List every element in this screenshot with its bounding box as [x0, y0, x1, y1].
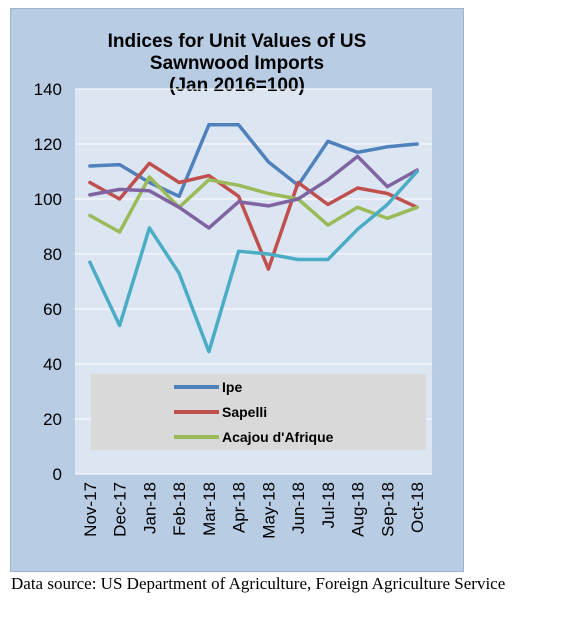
- data-point: [147, 226, 151, 230]
- data-point: [415, 170, 419, 173]
- data-point: [147, 189, 151, 193]
- data-point: [118, 187, 122, 191]
- x-tick-label: Sep-18: [378, 482, 397, 537]
- x-tick-label: May-18: [259, 482, 278, 539]
- legend-label: Acajou d'Afrique: [222, 429, 334, 445]
- data-point: [296, 258, 300, 261]
- data-point: [356, 205, 360, 209]
- data-point: [356, 186, 360, 190]
- series-line-sapelli: [88, 161, 419, 271]
- data-point: [326, 139, 330, 143]
- data-point: [118, 163, 122, 167]
- data-point: [237, 200, 241, 204]
- legend-box: [91, 374, 426, 450]
- data-point: [415, 142, 419, 146]
- data-point: [237, 249, 241, 253]
- data-point: [356, 150, 360, 154]
- data-point: [88, 260, 92, 264]
- data-point: [177, 194, 181, 198]
- data-point: [296, 197, 300, 201]
- x-tick-label: Mar-18: [200, 482, 219, 536]
- data-point: [207, 174, 211, 178]
- data-point: [326, 223, 330, 227]
- y-tick-label: 0: [53, 465, 62, 484]
- data-point: [177, 181, 181, 184]
- data-point: [88, 164, 92, 168]
- data-point: [266, 192, 270, 195]
- data-point: [266, 267, 270, 271]
- data-point: [266, 160, 270, 164]
- x-tick-label: Feb-18: [170, 482, 189, 536]
- x-tick-label: Apr-18: [230, 482, 249, 533]
- x-tick-label: Jan-18: [140, 482, 159, 534]
- x-tick-label: Aug-18: [349, 482, 368, 537]
- chart-title-line: Indices for Unit Values of US: [108, 31, 367, 52]
- series-line-unlabeled-3: [88, 154, 419, 230]
- data-point: [207, 350, 211, 354]
- data-point: [326, 203, 330, 206]
- data-point: [296, 181, 300, 184]
- data-point: [118, 230, 122, 234]
- x-tick-label: Nov-17: [81, 482, 100, 537]
- data-point: [356, 154, 360, 158]
- legend-label: Sapelli: [222, 404, 267, 420]
- chart-title-line: Sawnwood Imports: [150, 53, 324, 74]
- y-tick-label: 120: [34, 135, 62, 154]
- data-point: [237, 123, 241, 127]
- chart-panel: Indices for Unit Values of US Sawnwood Im…: [10, 8, 464, 572]
- source-note: Data source: US Department of Agricultur…: [11, 574, 506, 593]
- data-point: [385, 185, 389, 189]
- data-point: [88, 214, 92, 217]
- data-point: [415, 205, 419, 209]
- x-tick-label: Jul-18: [319, 482, 338, 528]
- data-point: [88, 193, 92, 197]
- data-point: [207, 226, 211, 230]
- data-point: [266, 204, 270, 208]
- chart-title-line: (Jan 2016=100): [169, 75, 305, 96]
- series-line-unlabeled-4: [88, 169, 419, 354]
- data-point: [326, 178, 330, 182]
- data-point: [88, 181, 92, 184]
- data-point: [326, 258, 330, 261]
- data-point: [385, 216, 389, 220]
- data-point: [207, 178, 211, 182]
- y-tick-label: 100: [34, 190, 62, 209]
- y-tick-label: 20: [43, 410, 62, 429]
- series-line-ipe: [88, 123, 419, 199]
- data-point: [385, 203, 389, 206]
- legend-label: Ipe: [222, 379, 242, 395]
- series-line-acajou-d-afrique: [88, 175, 419, 234]
- data-point: [356, 227, 360, 231]
- data-point: [237, 183, 241, 187]
- data-point: [237, 194, 241, 198]
- data-point: [385, 145, 389, 149]
- data-point: [177, 271, 181, 275]
- y-tick-label: 60: [43, 300, 62, 319]
- x-tick-label: Jun-18: [289, 482, 308, 534]
- data-point: [207, 123, 211, 127]
- x-tick-label: Dec-17: [111, 482, 130, 537]
- data-point: [177, 205, 181, 209]
- data-point: [147, 175, 151, 179]
- y-tick-label: 140: [34, 80, 62, 99]
- x-tick-label: Oct-18: [408, 482, 427, 533]
- y-tick-label: 40: [43, 355, 62, 374]
- data-point: [385, 192, 389, 195]
- data-point: [266, 252, 270, 256]
- data-point: [147, 161, 151, 165]
- data-point: [118, 197, 122, 201]
- data-point: [118, 324, 122, 327]
- y-tick-label: 80: [43, 245, 62, 264]
